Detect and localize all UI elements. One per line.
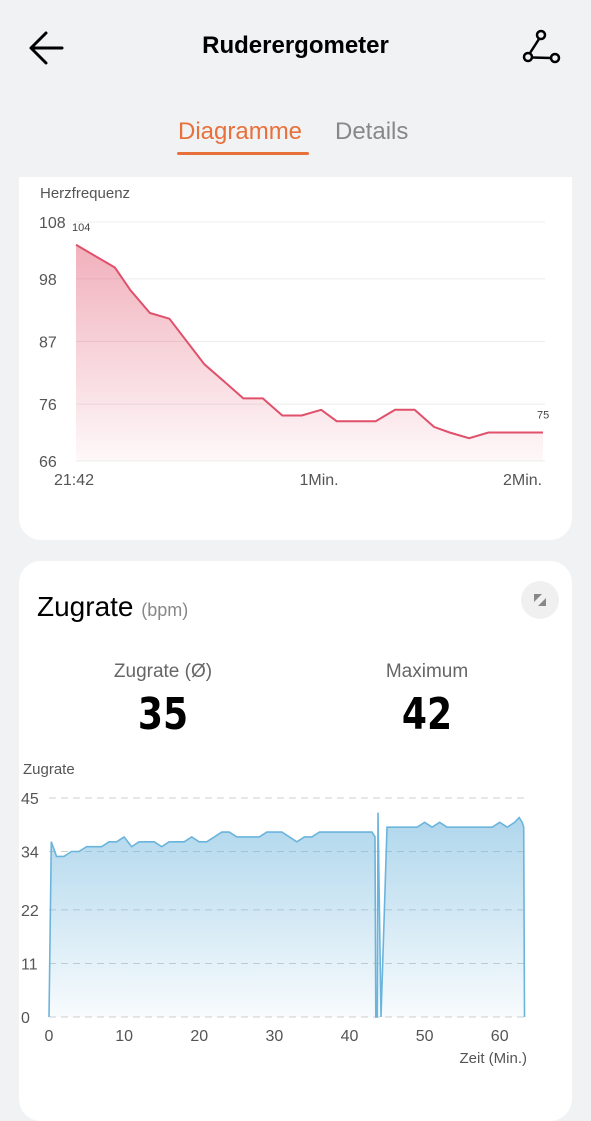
x-tick-label: 10 (115, 1028, 133, 1045)
x-tick-label: 21:42 (54, 472, 94, 489)
y-tick-label: 98 (39, 272, 57, 289)
stroke-rate-chart: Zugrate 45 34 22 11 00 10 20 30 40 50 60 Zeit (Min.) (21, 761, 528, 1067)
chart-title: Herzfrequenz (40, 185, 130, 202)
x-tick-label: 1Min. (300, 472, 339, 489)
y-tick-label: 76 (39, 397, 57, 414)
stroke-rate-area (49, 812, 525, 1017)
y-tick-label: 45 (21, 791, 39, 808)
heart-rate-line (75, 243, 543, 440)
tab-diagramme[interactable]: Diagramme (178, 118, 303, 145)
max-stroke-rate-value: 42 (401, 689, 453, 740)
stroke-rate-line (48, 812, 526, 1018)
y-tick-label: 66 (39, 454, 57, 471)
back-button[interactable] (26, 28, 68, 68)
y-tick-label: 22 (21, 903, 39, 920)
expand-icon (534, 594, 546, 606)
active-tab-indicator (177, 152, 309, 155)
x-tick-label: 30 (265, 1028, 283, 1045)
x-tick-label: 2Min. (503, 472, 542, 489)
app-header: Ruderergometer (0, 0, 591, 95)
page-title: Ruderergometer (202, 32, 389, 59)
card-title-text: Zugrate (37, 591, 134, 622)
y-tick-label: 11 (21, 956, 38, 973)
x-tick-label: 0 (45, 1028, 54, 1045)
x-axis-label: Zeit (Min.) (460, 1050, 528, 1067)
x-tick-label: 20 (190, 1028, 208, 1045)
tab-bar: Diagramme Details (0, 118, 591, 162)
heart-rate-card: Herzfrequenz 108 98 87 76 66 21:42 1Min. 2Min. 10… (19, 177, 572, 540)
y-tick-label: 108 (39, 215, 66, 232)
route-icon (522, 29, 561, 64)
heart-rate-area (76, 244, 543, 461)
start-value-label: 104 (72, 222, 90, 234)
avg-stroke-rate-label: Zugrate (Ø) (113, 661, 213, 682)
x-tick-label: 60 (491, 1028, 509, 1045)
y-tick-label: 87 (39, 335, 57, 352)
x-tick-label: 40 (341, 1028, 359, 1045)
y-tick-label: 34 (21, 845, 39, 862)
y-tick-label: 0 (21, 1010, 30, 1027)
stroke-rate-card: Zugrate (bpm) Zugrate (Ø) 35 Maximum 42 … (19, 561, 572, 1121)
end-value-label: 75 (537, 410, 549, 422)
card-title-unit: (bpm) (141, 600, 189, 620)
route-button[interactable] (520, 28, 564, 68)
tab-details[interactable]: Details (335, 118, 409, 145)
max-stroke-rate-label: Maximum (385, 661, 469, 682)
y-axis-label: Zugrate (23, 761, 75, 778)
avg-stroke-rate-value: 35 (137, 689, 189, 740)
expand-button[interactable] (521, 581, 559, 619)
arrow-left-icon (29, 31, 64, 65)
x-tick-label: 50 (416, 1028, 434, 1045)
card-title: Zugrate (bpm) (37, 591, 188, 623)
